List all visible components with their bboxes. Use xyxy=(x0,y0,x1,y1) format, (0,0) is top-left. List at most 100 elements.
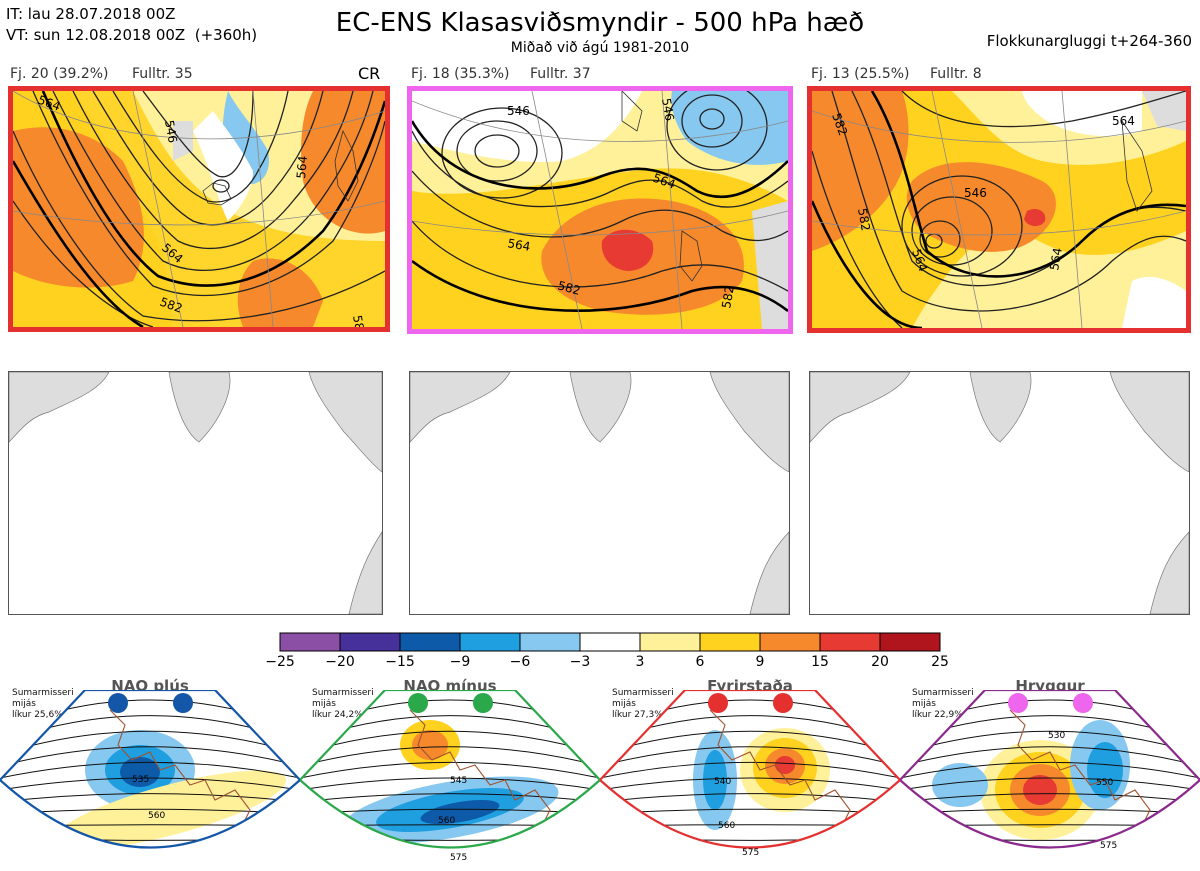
regime-border xyxy=(300,690,600,849)
cluster-3-contour-label: 546 xyxy=(964,186,987,200)
cluster-1-tag: CR xyxy=(358,64,381,83)
cluster-2-label: Fj. 18 (35.3%) xyxy=(411,66,510,82)
cluster-2-contour-label: 546 xyxy=(659,97,677,122)
regime-note: Sumarmisseri mijás líkur 22,9% xyxy=(912,688,974,720)
regime-contour-label: 560 xyxy=(148,811,165,821)
regime-marker-dot xyxy=(708,693,728,713)
colorbar-swatch xyxy=(699,632,761,652)
cluster-3-map: 582 564 546 564 564 582 xyxy=(807,86,1191,333)
regime-map: 535 560 xyxy=(0,690,300,856)
height-contour xyxy=(300,761,600,779)
anomaly-shade xyxy=(1015,856,1045,868)
regime-marker-dot xyxy=(1073,693,1093,713)
height-contour xyxy=(0,777,300,791)
height-contour xyxy=(600,793,900,803)
height-contour xyxy=(600,761,900,779)
empty-map-2 xyxy=(409,371,790,615)
coastline xyxy=(1009,709,1161,841)
regime-contour-label: 540 xyxy=(714,777,731,787)
regime-marker-dot xyxy=(173,693,193,713)
height-contour xyxy=(300,793,600,803)
regime-marker-dot xyxy=(773,693,793,713)
empty-map-1 xyxy=(8,371,383,615)
cluster-3-contour-label: 564 xyxy=(1047,247,1065,272)
height-contour xyxy=(300,746,600,767)
colorbar-tick-label: −25 xyxy=(265,654,295,670)
coastline xyxy=(409,709,561,841)
colorbar-tick-label: 25 xyxy=(931,654,949,670)
cluster-3-contour-label: 564 xyxy=(1112,114,1135,128)
colorbar-tick-label: 15 xyxy=(811,654,829,670)
height-contour xyxy=(900,730,1200,755)
colorbar-swatch xyxy=(519,632,581,652)
height-contour xyxy=(900,761,1200,779)
cluster-1-contour-label: 564 xyxy=(294,155,310,179)
cluster-2-contour-label: 546 xyxy=(507,104,530,118)
colorbar-tick-label: −15 xyxy=(385,654,415,670)
cluster-2-fulltr: Fulltr. 37 xyxy=(530,66,591,82)
height-contour xyxy=(0,850,300,856)
cluster-1-map: 564 546 564 564 582 582 xyxy=(8,86,390,332)
regime-contour-label: 575 xyxy=(742,848,759,858)
height-contour xyxy=(0,761,300,779)
init-time: IT: lau 28.07.2018 00Z xyxy=(6,5,176,23)
regime-border xyxy=(600,690,900,849)
regime-note: Sumarmisseri mijás líkur 25,6% xyxy=(12,688,74,720)
regime-contour-label: 530 xyxy=(1048,731,1065,741)
height-contour xyxy=(600,746,900,767)
coastline xyxy=(109,709,261,841)
regime-contour-label: 550 xyxy=(1096,778,1113,788)
anomaly-shade xyxy=(53,770,287,848)
colorbar-swatch xyxy=(399,632,461,652)
colorbar-tick-label: −9 xyxy=(449,654,471,670)
regime-map: 530 550 575 xyxy=(900,690,1200,868)
height-contour xyxy=(900,793,1200,803)
regime-contour-label: 575 xyxy=(1100,841,1117,851)
colorbar-tick-label: −20 xyxy=(325,654,355,670)
anomaly-shade xyxy=(1087,742,1123,798)
regime-map: 545 560 575 xyxy=(300,690,600,863)
height-contour xyxy=(300,777,600,791)
cluster-1-contour-label: 546 xyxy=(162,119,180,144)
height-contour xyxy=(900,777,1200,791)
height-contour xyxy=(600,777,900,791)
height-contour xyxy=(900,746,1200,767)
height-contour xyxy=(0,793,300,803)
page-subtitle: Miðað við ágú 1981-2010 xyxy=(510,40,690,56)
anomaly-shade xyxy=(932,763,988,807)
colorbar-tick-label: 6 xyxy=(695,654,705,670)
height-contour xyxy=(0,746,300,767)
regime-contour-label: 535 xyxy=(132,775,149,785)
colorbar-swatch xyxy=(459,632,521,652)
height-contour xyxy=(300,730,600,755)
colorbar-swatch xyxy=(639,632,701,652)
colorbar-tick-label: 20 xyxy=(871,654,889,670)
colorbar-tick-label: −6 xyxy=(509,654,531,670)
colorbar xyxy=(279,632,941,652)
cluster-3-label: Fj. 13 (25.5%) xyxy=(811,66,910,82)
height-contour xyxy=(900,850,1200,856)
page-title: EC-ENS Klasasviðsmyndir - 500 hPa hæð xyxy=(335,8,865,38)
cluster-2-contour-label: 564 xyxy=(506,236,531,254)
coastline xyxy=(709,709,861,841)
regime-note: Sumarmisseri mijás líkur 24,2% xyxy=(312,688,374,720)
cluster-3-contour-label: 582 xyxy=(855,207,873,232)
colorbar-swatch xyxy=(279,632,341,652)
cluster-1-fulltr: Fulltr. 35 xyxy=(132,66,193,82)
regime-contour-label: 545 xyxy=(450,776,467,786)
regime-contour-label: 575 xyxy=(450,853,467,863)
colorbar-swatch xyxy=(819,632,881,652)
anomaly-shade xyxy=(775,756,795,774)
anomaly-shade xyxy=(420,799,500,825)
cluster-2-contour-label: 582 xyxy=(556,278,582,297)
cluster-1-label: Fj. 20 (39.2%) xyxy=(10,66,109,82)
anomaly-shade xyxy=(1023,775,1057,805)
valid-time: VT: sun 12.08.2018 00Z (+360h) xyxy=(6,26,258,44)
colorbar-tick-label: 3 xyxy=(635,654,645,670)
cluster-window: Flokkunargluggi t+264-360 xyxy=(986,32,1192,50)
anomaly-shade xyxy=(120,757,160,787)
regime-marker-dot xyxy=(408,693,428,713)
colorbar-swatch xyxy=(759,632,821,652)
height-contour xyxy=(0,730,300,755)
regime-border xyxy=(0,690,300,849)
